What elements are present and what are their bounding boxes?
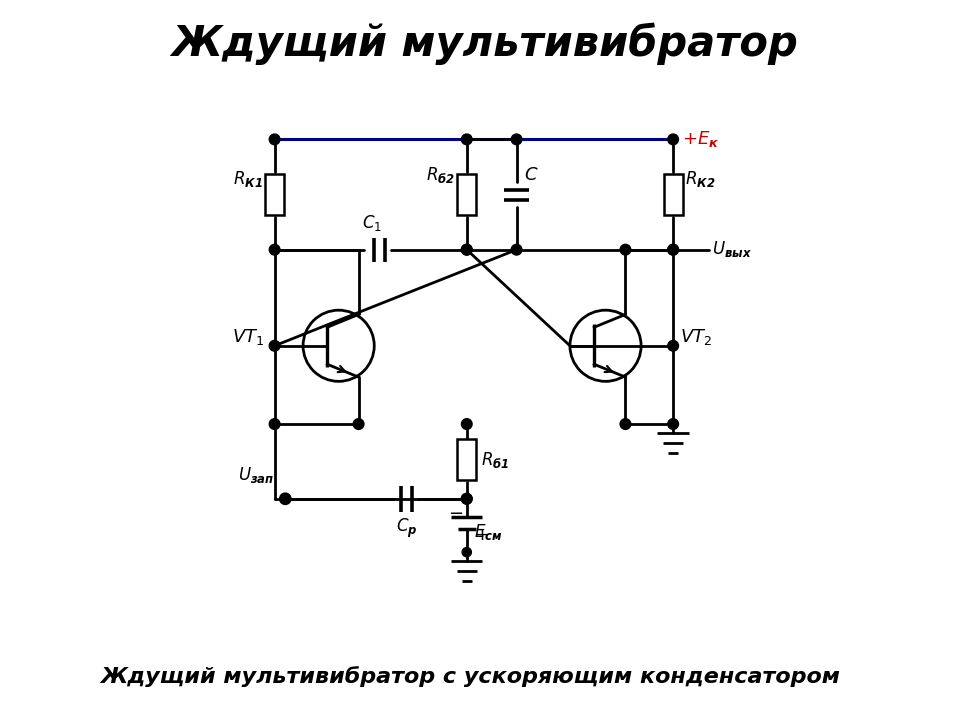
Circle shape (512, 134, 522, 145)
Circle shape (668, 244, 679, 255)
Circle shape (462, 547, 471, 557)
Text: Ждущий мультивибратор: Ждущий мультивибратор (171, 22, 798, 65)
Text: $C_{\mathregular{р}}$: $C_{\mathregular{р}}$ (396, 517, 417, 541)
Text: $VT_2$: $VT_2$ (681, 327, 712, 347)
Circle shape (462, 244, 472, 255)
Text: $U_{\mathregular{зап}}$: $U_{\mathregular{зап}}$ (238, 464, 275, 485)
Text: $R_{\mathregular{б2}}$: $R_{\mathregular{б2}}$ (425, 165, 455, 184)
Circle shape (620, 244, 631, 255)
Circle shape (269, 419, 280, 429)
Circle shape (462, 493, 472, 504)
Text: $C$: $C$ (524, 166, 539, 184)
Text: $C_1$: $C_1$ (362, 213, 382, 233)
Text: $R_{\mathregular{К1}}$: $R_{\mathregular{К1}}$ (232, 169, 262, 189)
Circle shape (620, 419, 631, 429)
Text: $E_{\mathregular{см}}$: $E_{\mathregular{см}}$ (474, 522, 502, 542)
Circle shape (462, 134, 472, 145)
Circle shape (668, 419, 679, 429)
Text: $+$: $+$ (474, 526, 489, 544)
Bar (663, 174, 683, 215)
Bar (265, 174, 284, 215)
Circle shape (462, 493, 472, 504)
Circle shape (269, 341, 280, 351)
Circle shape (462, 244, 472, 255)
Circle shape (668, 244, 679, 255)
Circle shape (269, 244, 280, 255)
Circle shape (512, 244, 522, 255)
Circle shape (353, 419, 364, 429)
Circle shape (269, 134, 280, 145)
Text: $R_{\mathregular{б1}}$: $R_{\mathregular{б1}}$ (481, 449, 510, 469)
Text: $R_{\mathregular{К2}}$: $R_{\mathregular{К2}}$ (685, 169, 716, 189)
Text: Ждущий мультивибратор с ускоряющим конденсатором: Ждущий мультивибратор с ускоряющим конде… (100, 666, 840, 687)
Circle shape (462, 419, 472, 429)
Text: $-$: $-$ (448, 503, 463, 521)
Circle shape (668, 341, 679, 351)
Text: $VT_1$: $VT_1$ (231, 327, 264, 347)
Bar (457, 174, 476, 215)
Text: $U_{\mathregular{вых}}$: $U_{\mathregular{вых}}$ (712, 239, 752, 259)
Text: $+E_{\mathregular{к}}$: $+E_{\mathregular{к}}$ (683, 129, 720, 148)
Circle shape (279, 493, 291, 505)
Bar (457, 439, 476, 480)
Circle shape (668, 134, 679, 145)
